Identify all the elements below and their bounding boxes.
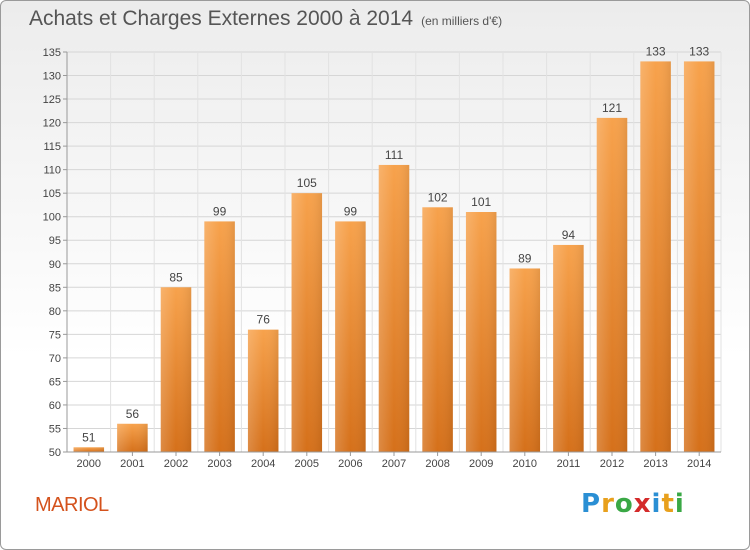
logo-letter: o (614, 489, 634, 519)
y-tick-label: 100 (43, 212, 61, 224)
data-label-2001: 56 (126, 407, 140, 421)
x-tick-label: 2009 (469, 458, 493, 470)
town-name: MARIOL (35, 494, 109, 516)
x-tick-label: 2008 (425, 458, 449, 470)
data-label-2008: 102 (428, 190, 448, 204)
x-tick-label: 2010 (513, 458, 537, 470)
bar-shade-2011 (553, 244, 584, 452)
x-tick-label: 2014 (687, 458, 711, 470)
logo-letter: t (661, 489, 675, 519)
bar-shade-2002 (160, 287, 192, 452)
data-label-2009: 101 (471, 195, 491, 209)
chart-title: Achats et Charges Externes 2000 à 2014 (e… (29, 7, 502, 31)
bar-shade-2004 (247, 329, 279, 452)
x-tick-label: 2002 (164, 458, 188, 470)
y-tick-label: 90 (49, 259, 61, 271)
y-tick-label: 110 (43, 165, 61, 177)
data-label-2014: 133 (689, 44, 709, 58)
bar-shade-2009 (465, 212, 497, 452)
logo-letter: i (674, 489, 685, 519)
y-tick-label: 125 (43, 94, 61, 106)
data-label-2011: 94 (562, 228, 576, 242)
y-tick-label: 50 (49, 447, 61, 459)
y-tick-label: 65 (49, 376, 61, 388)
x-tick-label: 2000 (77, 458, 101, 470)
chart-unit: (en milliers d'€) (421, 14, 503, 28)
data-label-2013: 133 (646, 44, 666, 58)
y-tick-label: 105 (43, 188, 61, 200)
x-tick-label: 2001 (120, 458, 144, 470)
bar-shade-2006 (335, 221, 366, 452)
x-tick-label: 2003 (207, 458, 231, 470)
y-tick-label: 115 (43, 141, 61, 153)
bars: 51 56 85 99 76 105 99 111 102 101 89 94 121 133 133 (73, 44, 715, 453)
bar-shade-2014 (683, 61, 715, 452)
logo-letter: x (633, 489, 652, 519)
bar-shade-2003 (204, 221, 235, 452)
y-tick-label: 135 (43, 47, 61, 59)
x-tick-label: 2005 (295, 458, 319, 470)
bar-shade-2012 (596, 117, 628, 452)
logo-letter: r (601, 489, 615, 519)
y-tick-label: 130 (43, 71, 61, 83)
logo-letter: P (581, 489, 602, 519)
data-label-2006: 99 (344, 204, 358, 218)
data-label-2000: 51 (82, 430, 96, 444)
y-tick-label: 120 (43, 118, 61, 130)
bar-shade-2013 (640, 61, 671, 452)
data-label-2005: 105 (297, 176, 317, 190)
data-label-2012: 121 (602, 101, 622, 115)
y-tick-label: 70 (49, 353, 61, 365)
bar-shade-2001 (117, 423, 148, 452)
data-label-2002: 85 (169, 270, 183, 284)
logo-letter: i (651, 489, 662, 519)
axes: 50 55 60 65 70 75 80 85 90 95 100 105 110 115 120 125 13… (43, 47, 721, 470)
data-label-2003: 99 (213, 204, 227, 218)
y-tick-label: 85 (49, 282, 61, 294)
y-tick-label: 75 (49, 329, 61, 341)
data-label-2010: 89 (518, 251, 532, 265)
data-label-2007: 111 (385, 148, 404, 162)
y-tick-label: 80 (49, 306, 61, 318)
x-tick-label: 2006 (338, 458, 362, 470)
chart-title-text: Achats et Charges Externes 2000 à 2014 (29, 7, 414, 30)
bar-shade-2007 (378, 164, 410, 453)
bar-shade-2005 (291, 193, 323, 453)
y-tick-label: 60 (49, 400, 61, 412)
bar-shade-2000 (73, 447, 105, 452)
proxiti-logo: Proxiti (581, 489, 685, 519)
y-tick-label: 95 (49, 235, 61, 247)
x-tick-label: 2007 (382, 458, 406, 470)
x-tick-label: 2004 (251, 458, 275, 470)
bar-shade-2010 (509, 268, 541, 452)
x-tick-label: 2013 (643, 458, 667, 470)
y-tick-label: 55 (49, 423, 61, 435)
data-label-2004: 76 (257, 313, 271, 327)
x-tick-label: 2012 (600, 458, 624, 470)
x-tick-label: 2011 (557, 458, 581, 470)
bar-shade-2008 (422, 207, 453, 452)
